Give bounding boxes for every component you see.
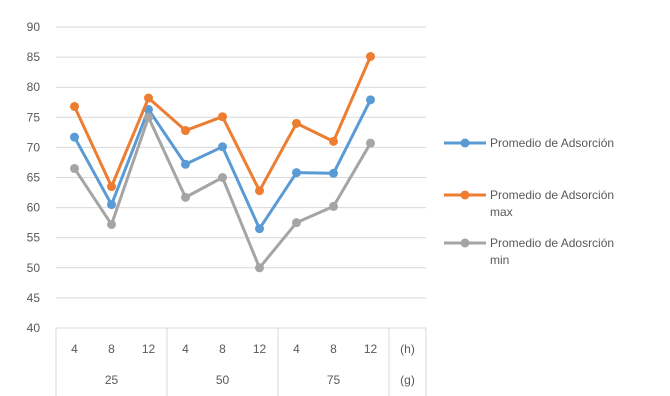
x-tick-label: 4 <box>293 342 300 356</box>
x-axis: 4 8 12 4 8 12 4 8 12 (h) (g) 25 50 75 <box>55 328 427 396</box>
x-unit-label-grams: (g) <box>400 373 415 387</box>
legend-swatch-marker <box>460 138 470 148</box>
x-tick-label: 12 <box>364 342 378 356</box>
legend-label: Promedio de Adsorción max <box>490 188 614 219</box>
data-point <box>255 224 264 234</box>
data-point <box>329 201 338 211</box>
x-tick-label: 8 <box>330 342 337 356</box>
y-tick-label: 45 <box>27 291 41 305</box>
legend: Promedio de Adsorción Promedio de Adsorci… <box>444 136 614 267</box>
data-point <box>218 142 227 152</box>
gridlines <box>56 26 426 329</box>
series-line <box>73 55 372 193</box>
data-point <box>107 182 116 192</box>
legend-item: Promedio de Adosrción min <box>444 236 614 267</box>
series-2 <box>70 112 375 273</box>
data-point <box>292 168 301 178</box>
data-point <box>107 219 116 229</box>
data-point <box>181 126 190 136</box>
data-point <box>70 132 79 142</box>
data-point <box>255 186 264 196</box>
data-point <box>292 118 301 128</box>
data-point <box>366 95 375 105</box>
series-1 <box>70 51 375 196</box>
x-group-label: 50 <box>216 373 230 387</box>
data-point <box>366 51 375 61</box>
x-group-label: 25 <box>105 373 119 387</box>
y-tick-label: 85 <box>27 50 41 64</box>
data-point <box>329 136 338 146</box>
data-point <box>292 218 301 228</box>
data-point <box>366 138 375 148</box>
y-tick-label: 50 <box>27 261 41 275</box>
x-tick-label: 4 <box>71 342 78 356</box>
y-tick-label: 80 <box>27 80 41 94</box>
x-tick-label: 8 <box>219 342 226 356</box>
x-unit-label-hours: (h) <box>400 342 415 356</box>
data-point <box>218 112 227 122</box>
y-tick-label: 60 <box>27 201 41 215</box>
y-tick-label: 90 <box>27 20 41 34</box>
data-point <box>181 192 190 202</box>
series-0 <box>70 95 375 234</box>
y-tick-label: 55 <box>27 231 41 245</box>
data-point <box>70 101 79 111</box>
y-tick-label: 70 <box>27 140 41 154</box>
data-point <box>144 112 153 122</box>
y-tick-label: 40 <box>27 321 41 335</box>
data-point <box>144 93 153 103</box>
series-lines <box>70 51 375 273</box>
legend-item: Promedio de Adsorción max <box>444 188 614 219</box>
data-point <box>181 159 190 169</box>
series-line <box>73 115 372 270</box>
data-point <box>255 263 264 273</box>
legend-label: Promedio de Adsorción <box>490 136 614 150</box>
y-axis-ticks: 40 45 50 55 60 65 70 75 80 85 90 <box>27 20 41 335</box>
x-group-label: 75 <box>327 373 341 387</box>
y-tick-label: 65 <box>27 171 41 185</box>
x-tick-label: 12 <box>142 342 156 356</box>
y-tick-label: 75 <box>27 110 41 124</box>
legend-swatch-marker <box>460 238 470 248</box>
x-tick-label: 4 <box>182 342 189 356</box>
x-tick-label: 12 <box>253 342 267 356</box>
legend-item: Promedio de Adsorción <box>444 136 614 150</box>
data-point <box>107 200 116 210</box>
x-tick-label: 8 <box>108 342 115 356</box>
data-point <box>70 163 79 173</box>
legend-swatch-marker <box>460 190 470 200</box>
data-point <box>329 168 338 178</box>
legend-label: Promedio de Adosrción min <box>490 236 614 267</box>
data-point <box>218 173 227 182</box>
